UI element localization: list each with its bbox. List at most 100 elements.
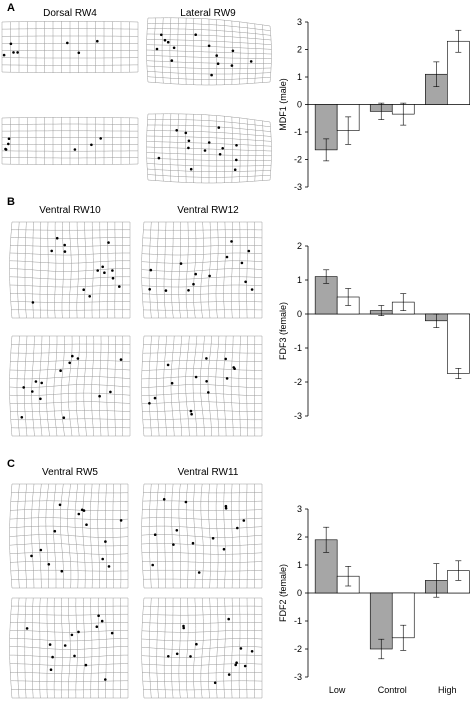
landmark-point — [175, 129, 178, 132]
landmark-point — [207, 141, 211, 144]
bar-chart: -3 -2 -1 0 1 2 FDF3 (female) — [278, 241, 470, 421]
deformation-grid — [146, 17, 272, 86]
grid-line — [246, 336, 248, 436]
landmark-point — [12, 51, 15, 54]
grid-line — [141, 630, 263, 633]
landmark-point — [68, 361, 71, 365]
landmark-point — [175, 529, 179, 532]
landmark-point — [166, 363, 170, 367]
landmark-point — [235, 661, 238, 664]
landmark-point — [50, 249, 53, 253]
grid-line — [142, 569, 263, 572]
landmark-point — [230, 240, 233, 243]
deformation-grid — [141, 483, 263, 589]
landmark-point — [73, 148, 77, 151]
grid-title-a1: Dorsal RW4 — [43, 8, 97, 19]
grid-line — [223, 221, 226, 319]
landmark-point — [70, 633, 74, 637]
grid-line — [10, 418, 131, 421]
grid-line — [82, 483, 86, 589]
landmark-point — [31, 390, 34, 393]
y-tick-label: 2 — [297, 532, 302, 542]
grid-line — [146, 17, 149, 83]
landmark-point — [155, 47, 159, 51]
grid-line — [143, 427, 262, 429]
y-tick-label: -1 — [294, 343, 302, 353]
landmark-point — [96, 269, 99, 272]
grid-line — [193, 221, 197, 319]
bar-chart: -3 -2 -1 0 1 2 3 MDF1 (male) — [278, 17, 470, 192]
landmark-point — [62, 416, 66, 420]
landmark-point — [213, 681, 217, 685]
grid-line — [32, 597, 34, 699]
landmark-point — [148, 288, 151, 291]
y-tick-label: -1 — [294, 127, 302, 137]
grid-line — [148, 221, 152, 319]
landmark-point — [4, 148, 8, 151]
landmark-point — [34, 380, 38, 383]
grid-line — [262, 24, 264, 83]
landmark-point — [85, 523, 88, 526]
grid-line — [231, 221, 234, 319]
grid-title-a2: Lateral RW9 — [180, 8, 236, 19]
y-tick-label: -3 — [294, 182, 302, 192]
grid-line — [193, 483, 197, 589]
landmark-point — [119, 358, 123, 361]
landmark-point — [104, 540, 107, 543]
category-label: High — [438, 685, 457, 695]
landmark-point — [59, 369, 62, 373]
grid-title-c2: Ventral RW11 — [177, 467, 239, 478]
grid-line — [142, 500, 263, 503]
grid-line — [46, 336, 50, 437]
grid-line — [215, 483, 219, 589]
landmark-point — [7, 142, 10, 146]
landmark-point — [47, 563, 51, 566]
landmark-point — [190, 412, 193, 416]
grid-line — [83, 597, 85, 699]
grid-line — [156, 483, 159, 589]
grid-line — [170, 335, 175, 437]
landmark-point — [77, 51, 81, 55]
landmark-point — [148, 402, 151, 405]
grid-line — [163, 221, 167, 319]
grid-line — [53, 336, 58, 437]
landmark-point — [63, 250, 67, 253]
y-tick-label: 2 — [297, 241, 302, 251]
grid-line — [171, 597, 174, 699]
grid-line — [178, 483, 181, 588]
grid-line — [60, 336, 65, 437]
grid-line — [192, 335, 198, 437]
y-axis-title: FDF3 (female) — [278, 302, 288, 360]
landmark-point — [111, 276, 115, 280]
grid-line — [10, 509, 129, 511]
grid-line — [148, 597, 152, 699]
grid-line — [9, 597, 13, 699]
grid-line — [163, 597, 167, 699]
panel-letter-a: A — [7, 2, 15, 14]
grid-line — [200, 335, 205, 437]
grid-line — [141, 552, 263, 555]
landmark-point — [207, 44, 211, 48]
landmark-point — [101, 557, 104, 561]
grid-line — [9, 260, 130, 264]
landmark-point — [88, 295, 91, 298]
grid-line — [142, 293, 263, 295]
grid-line — [246, 597, 248, 698]
grid-line — [208, 597, 212, 699]
grid-line — [24, 597, 27, 699]
landmark-point — [167, 655, 170, 658]
landmark-point — [184, 500, 188, 504]
grid-line — [120, 484, 122, 588]
grid-line — [142, 672, 263, 674]
category-label: Control — [378, 685, 407, 695]
grid-line — [9, 654, 128, 658]
grid-line — [141, 384, 262, 388]
grid-line — [200, 483, 204, 589]
grid-line — [161, 17, 164, 84]
deformation-grid — [9, 483, 129, 589]
grid-line — [38, 483, 42, 588]
grid-line — [46, 597, 48, 699]
grid-line — [10, 680, 128, 683]
grid-line — [9, 663, 128, 666]
grid-line — [143, 343, 262, 345]
